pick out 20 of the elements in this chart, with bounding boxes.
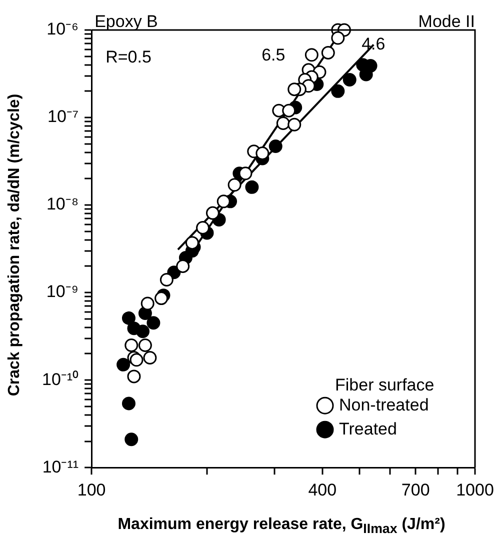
annotation: 4.6 [362, 34, 386, 54]
annotation: R=0.5 [106, 48, 152, 67]
annotation: 6.5 [262, 46, 286, 65]
annotation: Mode II [418, 12, 475, 32]
legend-label: Treated [339, 419, 397, 438]
y-tick-label: 10⁻⁹ [46, 282, 79, 302]
legend-label: Non-treated [339, 395, 429, 414]
y-tick-label: 10⁻⁸ [46, 194, 79, 214]
y-tick-label: 10⁻¹⁰ [42, 370, 79, 389]
x-tick-label: 100 [77, 480, 106, 500]
chart-title: Epoxy B [94, 12, 158, 32]
x-tick-label: 700 [401, 480, 430, 500]
x-tick-label: 400 [308, 480, 337, 500]
y-axis-title: Crack propagation rate, da/dN (m/cycle) [6, 92, 24, 398]
x-axis-title: Maximum energy release rate, G$_{IImax}$ (J/m²) [116, 516, 446, 536]
y-tick-label: 10⁻⁷ [48, 107, 79, 126]
legend-title: Fiber surface [335, 375, 434, 394]
y-tick-label: 10⁻¹¹ [42, 457, 79, 476]
y-tick-label: 10⁻⁶ [46, 20, 79, 39]
x-tick-label: 1000 [456, 480, 494, 500]
